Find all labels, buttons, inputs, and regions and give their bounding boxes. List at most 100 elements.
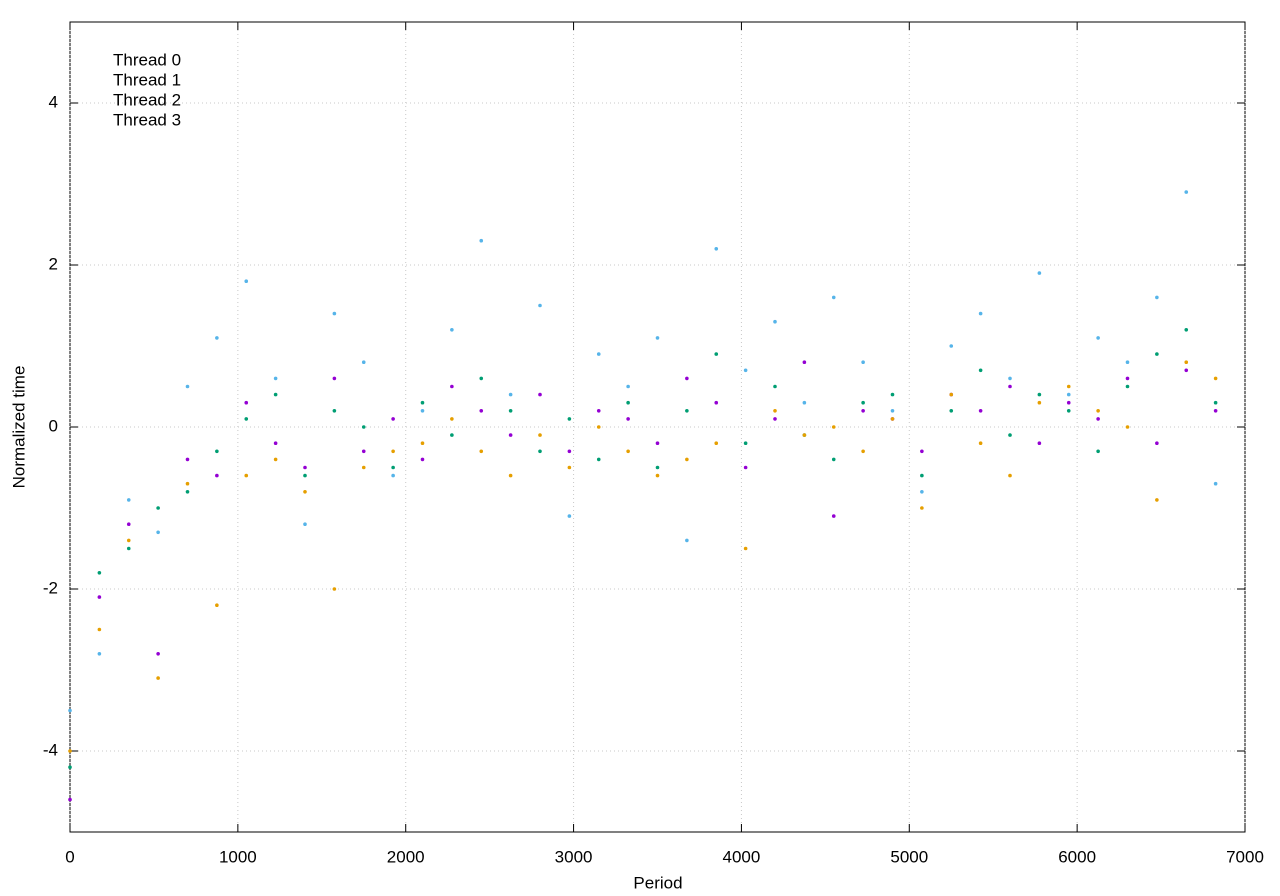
data-point: [802, 433, 807, 437]
data-point: [1184, 190, 1189, 194]
data-point: [714, 247, 719, 251]
data-point: [450, 328, 454, 332]
data-point: [508, 433, 513, 437]
data-point: [685, 409, 689, 413]
data-point: [391, 473, 395, 478]
data-point: [1008, 376, 1012, 381]
data-point: [743, 368, 748, 373]
data-point: [391, 449, 395, 454]
data-point: [273, 441, 278, 446]
data-point: [1155, 352, 1159, 356]
x-tick-label: 1000: [219, 847, 257, 866]
data-point: [1213, 400, 1218, 405]
data-point: [303, 490, 307, 494]
data-point: [861, 400, 865, 405]
data-point: [273, 392, 278, 397]
data-point: [450, 417, 454, 421]
y-tick-label: 0: [49, 416, 58, 435]
data-point: [450, 433, 454, 437]
data-point: [773, 409, 777, 413]
data-point: [273, 457, 278, 462]
data-point: [831, 425, 836, 429]
data-point: [68, 708, 72, 713]
data-point: [861, 449, 865, 454]
data-point: [508, 473, 513, 478]
data-point: [450, 384, 454, 389]
data-point: [1066, 409, 1071, 413]
data-point: [743, 465, 748, 470]
x-tick-label: 0: [65, 847, 74, 866]
data-point: [508, 392, 513, 397]
data-point: [1155, 498, 1159, 502]
x-tick-label: 6000: [1058, 847, 1096, 866]
data-point: [626, 384, 630, 389]
data-point: [391, 417, 395, 421]
data-point: [978, 311, 983, 316]
data-point: [185, 457, 190, 462]
data-point: [831, 295, 836, 300]
data-point: [920, 473, 924, 478]
data-point: [1125, 384, 1130, 389]
data-point: [1008, 384, 1012, 389]
data-point: [156, 652, 160, 656]
data-point: [215, 603, 219, 607]
data-point: [361, 425, 366, 429]
data-point: [1037, 271, 1042, 275]
data-point: [332, 587, 337, 591]
data-point: [685, 457, 689, 462]
data-point: [773, 319, 777, 324]
data-point: [303, 473, 307, 478]
data-point: [215, 449, 219, 454]
data-point: [1125, 376, 1130, 381]
y-axis-label: Normalized time: [9, 366, 28, 489]
data-point: [97, 595, 102, 599]
data-point: [920, 449, 924, 454]
data-point: [1184, 328, 1189, 332]
data-point: [978, 441, 983, 446]
data-point: [802, 360, 807, 365]
data-point: [567, 449, 572, 454]
x-axis-label: Period: [633, 873, 682, 892]
data-point: [949, 409, 954, 413]
data-point: [68, 765, 72, 769]
data-point: [1125, 360, 1130, 365]
data-point: [626, 400, 630, 405]
x-tick-label: 2000: [387, 847, 425, 866]
y-tick-label: -2: [43, 578, 58, 597]
data-point: [802, 400, 807, 405]
data-point: [978, 368, 983, 373]
legend-label: Thread 2: [113, 90, 181, 109]
data-point: [1037, 441, 1042, 446]
data-point: [1096, 417, 1100, 421]
data-point: [97, 652, 102, 656]
data-point: [773, 384, 777, 389]
legend-label: Thread 0: [113, 50, 181, 69]
data-point: [861, 409, 865, 413]
data-point: [655, 441, 660, 446]
data-point: [215, 473, 219, 478]
data-point: [508, 409, 513, 413]
data-point: [596, 409, 601, 413]
data-point: [68, 749, 72, 753]
data-point: [97, 627, 102, 632]
data-point: [479, 409, 484, 413]
data-point: [685, 538, 689, 543]
data-point: [890, 392, 895, 397]
data-point: [420, 400, 425, 405]
data-point: [1066, 384, 1071, 389]
data-point: [596, 352, 601, 356]
data-point: [655, 336, 660, 340]
data-point: [420, 457, 425, 462]
data-point: [420, 441, 425, 446]
x-tick-label: 7000: [1226, 847, 1264, 866]
data-point: [1184, 368, 1189, 373]
data-point: [244, 417, 249, 421]
data-point: [1155, 295, 1159, 300]
data-point: [185, 490, 190, 494]
data-point: [303, 465, 307, 470]
data-point: [1008, 473, 1012, 478]
data-point: [361, 360, 366, 365]
data-point: [714, 441, 719, 446]
data-point: [332, 376, 337, 381]
y-tick-label: 2: [49, 254, 58, 273]
